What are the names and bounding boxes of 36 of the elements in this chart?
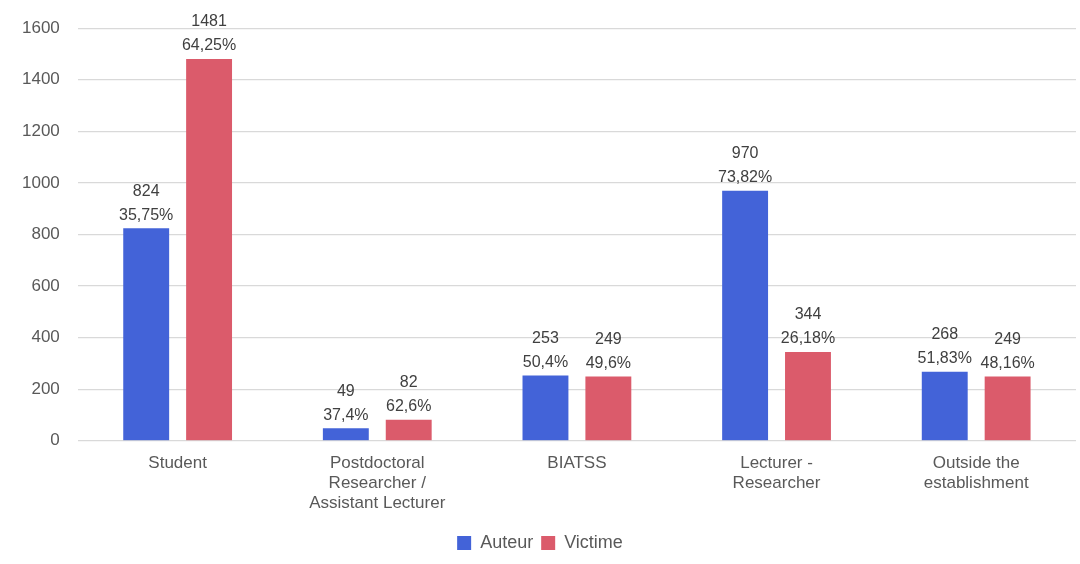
data-label: 249 49,6% <box>585 330 632 371</box>
x-tick-label: BIATSS <box>547 452 607 472</box>
data-label: 49 37,4% <box>323 381 369 423</box>
bar <box>921 371 968 441</box>
legend-label: Auteur <box>480 531 534 552</box>
y-tick-label: 1400 <box>21 69 60 89</box>
data-label: 344 26,18% <box>780 305 836 347</box>
y-tick-label: 0 <box>50 430 60 450</box>
bar <box>322 428 369 441</box>
y-tick-label: 600 <box>31 275 60 295</box>
data-label: 253 50,4% <box>522 328 569 370</box>
bar <box>123 228 170 441</box>
data-label: 268 51,83% <box>917 325 972 367</box>
x-tick-label: Student <box>148 452 208 472</box>
data-label: 824 35,75% <box>119 181 174 223</box>
x-tick-label: Lecturer - Researcher <box>732 452 821 493</box>
bar <box>722 190 769 441</box>
data-label: 249 48,16% <box>980 330 1035 371</box>
data-label: 970 73,82% <box>717 144 773 186</box>
bar <box>984 376 1031 441</box>
y-tick-label: 800 <box>31 224 60 244</box>
bar <box>785 352 831 441</box>
x-tick-label: Postdoctoral Researcher / Assistant Lecturer <box>309 452 446 513</box>
legend-label: Victime <box>564 531 623 552</box>
y-tick-label: 1000 <box>21 172 60 192</box>
bar <box>186 58 233 441</box>
bar <box>522 375 569 441</box>
bar <box>385 419 432 441</box>
y-tick-label: 200 <box>31 378 60 398</box>
y-tick-label: 1200 <box>21 121 60 141</box>
data-label: 82 62,6% <box>386 373 432 415</box>
y-tick-label: 1600 <box>21 17 60 37</box>
y-tick-label: 400 <box>31 327 60 347</box>
x-tick-label: Outside the establishment <box>923 452 1029 493</box>
data-label: 1481 64,25% <box>181 12 237 54</box>
bar <box>585 376 632 441</box>
